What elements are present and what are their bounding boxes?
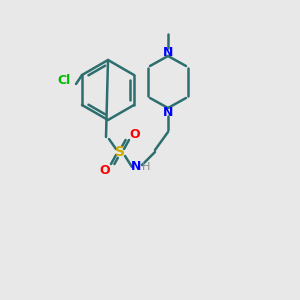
- Text: H: H: [142, 162, 150, 172]
- Text: O: O: [100, 164, 110, 176]
- Text: N: N: [131, 160, 141, 173]
- Text: S: S: [115, 145, 125, 159]
- Text: O: O: [130, 128, 140, 140]
- Text: N: N: [163, 46, 173, 59]
- Text: N: N: [163, 106, 173, 118]
- Text: Cl: Cl: [57, 74, 70, 86]
